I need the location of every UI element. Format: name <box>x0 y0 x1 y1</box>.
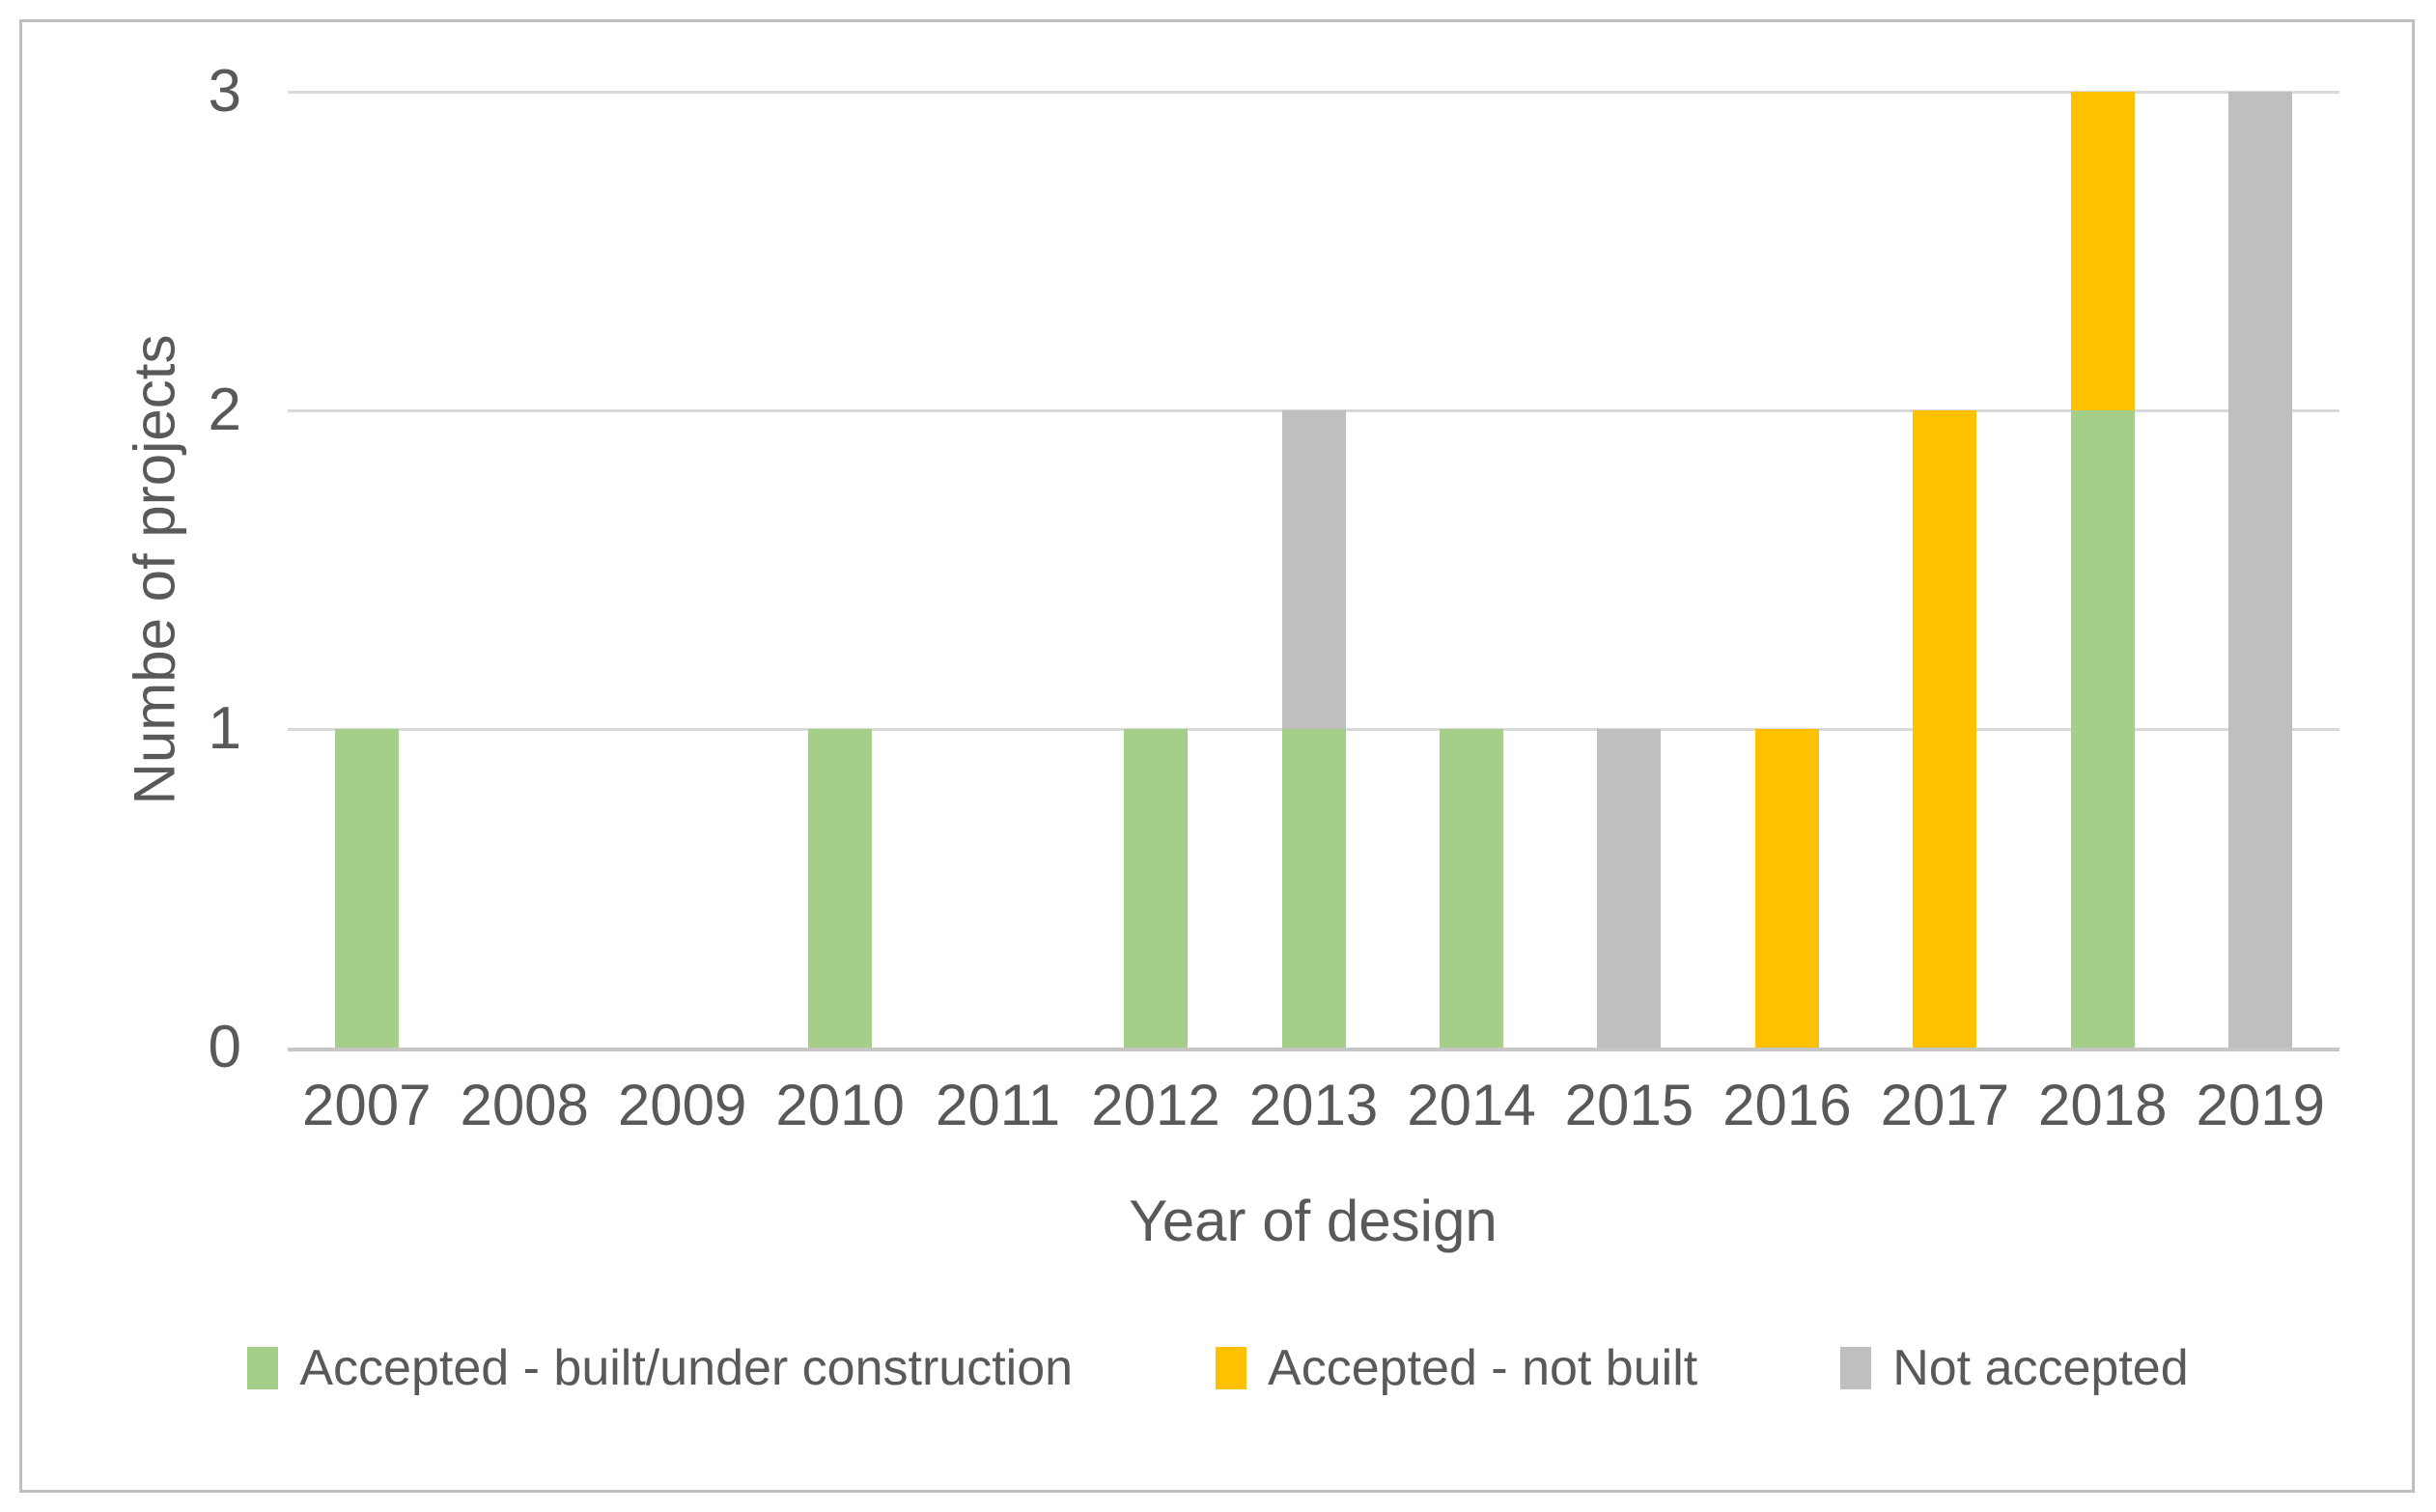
legend-label: Not accepted <box>1892 1340 2189 1396</box>
legend-swatch-icon <box>1216 1347 1247 1389</box>
x-tick-label-2013: 2013 <box>1248 1073 1379 1137</box>
bar-segment-2013-series-0 <box>1281 729 1346 1048</box>
legend-swatch-icon <box>1840 1347 1872 1389</box>
x-tick-label-2019: 2019 <box>2196 1073 2326 1137</box>
y-tick-label-1: 1 <box>208 695 241 762</box>
x-tick-label-2009: 2009 <box>617 1073 747 1137</box>
x-tick-label-2016: 2016 <box>1722 1073 1852 1137</box>
gridline-y-3 <box>288 90 2339 94</box>
x-tick-label-2015: 2015 <box>1564 1073 1694 1137</box>
chart-legend: Accepted - built/under construction Accep… <box>0 1325 2436 1412</box>
legend-label: Accepted - built/under construction <box>299 1340 1074 1396</box>
x-axis-title: Year of design <box>1129 1189 1498 1253</box>
bar-segment-2017-series-1 <box>1913 410 1977 1048</box>
bar-segment-2018-series-0 <box>2070 410 2135 1048</box>
y-tick-label-3: 3 <box>208 58 241 125</box>
x-tick-label-2010: 2010 <box>775 1073 905 1137</box>
x-tick-label-2014: 2014 <box>1407 1073 1536 1137</box>
x-tick-label-2007: 2007 <box>301 1073 432 1137</box>
plot-area <box>288 90 2339 1051</box>
legend-swatch-icon <box>247 1347 279 1389</box>
bar-segment-2014-series-0 <box>1439 729 1503 1048</box>
bar-segment-2019-series-2 <box>2228 92 2293 1048</box>
y-tick-label-2: 2 <box>208 377 241 443</box>
bar-segment-2013-series-2 <box>1281 410 1346 729</box>
x-tick-label-2018: 2018 <box>2038 1073 2168 1137</box>
bar-segment-2016-series-1 <box>1754 729 1819 1048</box>
bar-segment-2018-series-1 <box>2070 92 2135 410</box>
legend-label: Accepted - not built <box>1268 1340 1698 1396</box>
bar-segment-2007-series-0 <box>334 729 399 1048</box>
x-tick-label-2012: 2012 <box>1091 1073 1220 1137</box>
legend-item-1: Accepted - not built <box>1216 1339 1697 1397</box>
bar-segment-2015-series-2 <box>1597 729 1662 1048</box>
x-tick-label-2017: 2017 <box>1880 1073 2010 1137</box>
figure-frame <box>19 19 2415 1493</box>
x-tick-label-2011: 2011 <box>936 1073 1061 1137</box>
y-tick-label-0: 0 <box>208 1014 241 1080</box>
legend-item-2: Not accepted <box>1840 1339 2189 1397</box>
legend-item-0: Accepted - built/under construction <box>247 1339 1073 1397</box>
x-tick-label-2008: 2008 <box>460 1073 589 1137</box>
bar-segment-2010-series-0 <box>808 729 873 1048</box>
bar-segment-2012-series-0 <box>1124 729 1189 1048</box>
